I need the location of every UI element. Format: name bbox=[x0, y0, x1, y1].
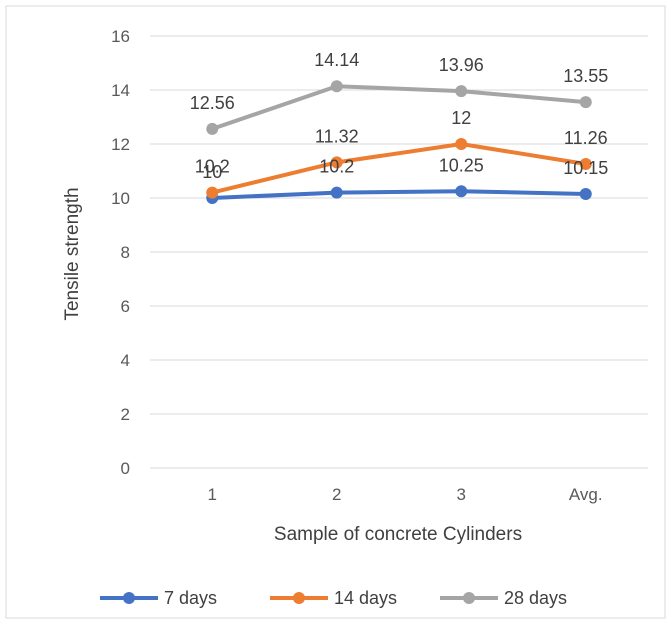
series-14-days bbox=[206, 138, 592, 199]
y-tick-label: 12 bbox=[111, 135, 130, 154]
legend: 7 days 14 days 28 days bbox=[100, 588, 567, 608]
legend-marker bbox=[123, 592, 135, 604]
x-axis-title: Sample of concrete Cylinders bbox=[274, 524, 522, 545]
y-tick-label: 0 bbox=[121, 459, 130, 478]
y-tick-label: 4 bbox=[121, 351, 130, 370]
y-axis-title: Tensile strength bbox=[62, 187, 83, 320]
chart-frame bbox=[5, 5, 666, 619]
x-axis-ticks: 1 2 3 Avg. bbox=[208, 485, 603, 504]
legend-label: 28 days bbox=[504, 588, 567, 608]
y-tick-label: 10 bbox=[111, 189, 130, 208]
legend-item: 28 days bbox=[440, 588, 567, 608]
data-point bbox=[455, 85, 468, 98]
data-label: 14.14 bbox=[314, 50, 359, 70]
data-label: 10 bbox=[202, 162, 222, 182]
data-label: 11.26 bbox=[564, 128, 608, 148]
y-tick-label: 14 bbox=[111, 81, 130, 100]
data-label: 12 bbox=[451, 108, 471, 128]
y-tick-label: 6 bbox=[121, 297, 130, 316]
data-point bbox=[330, 186, 343, 199]
data-point bbox=[206, 186, 219, 199]
data-label: 13.96 bbox=[439, 55, 484, 75]
x-tick-label: 3 bbox=[457, 485, 466, 504]
gridlines bbox=[150, 35, 648, 469]
legend-item: 14 days bbox=[270, 588, 397, 608]
data-label: 10.25 bbox=[439, 155, 484, 175]
data-point bbox=[579, 187, 592, 200]
series-line bbox=[210, 84, 588, 131]
series-line bbox=[210, 189, 588, 200]
data-label: 12.56 bbox=[190, 93, 235, 113]
series-group bbox=[206, 80, 592, 204]
data-label: 10.2 bbox=[195, 157, 230, 177]
legend-item: 7 days bbox=[100, 588, 217, 608]
data-point bbox=[579, 96, 592, 109]
legend-marker bbox=[463, 592, 475, 604]
y-tick-label: 8 bbox=[121, 243, 130, 262]
data-point bbox=[455, 185, 468, 198]
data-point bbox=[455, 138, 468, 150]
series-line bbox=[210, 142, 588, 195]
y-tick-label: 16 bbox=[111, 27, 130, 46]
y-tick-label: 2 bbox=[121, 405, 130, 424]
legend-marker bbox=[293, 592, 305, 604]
data-point bbox=[330, 80, 343, 93]
x-tick-label: 2 bbox=[332, 485, 341, 504]
legend-label: 14 days bbox=[334, 588, 397, 608]
data-label: 13.55 bbox=[563, 66, 608, 86]
y-axis-ticks: 0 2 4 6 8 10 12 14 16 bbox=[111, 27, 130, 478]
data-labels: 10 10.2 10.25 10.1510.211.321211.2612.5614.… bbox=[190, 50, 609, 182]
x-tick-label: 1 bbox=[208, 485, 217, 504]
x-tick-label: Avg. bbox=[569, 485, 603, 504]
data-label: 10.2 bbox=[319, 157, 354, 177]
legend-label: 7 days bbox=[164, 588, 217, 608]
data-label: 11.32 bbox=[315, 126, 359, 146]
data-point bbox=[330, 156, 343, 169]
data-point bbox=[206, 122, 219, 135]
series-28-days bbox=[206, 80, 592, 135]
data-label: 10.15 bbox=[563, 158, 608, 178]
data-point bbox=[579, 157, 592, 170]
